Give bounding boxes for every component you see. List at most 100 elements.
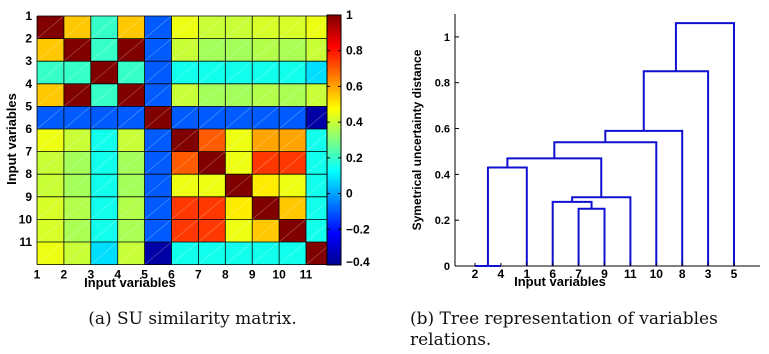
cell-diagonal (171, 128, 199, 152)
cell-diagonal (171, 241, 199, 265)
colorbar-tick-label: 0.4 (346, 115, 363, 129)
dendrogram-leaf-label: 10 (650, 267, 664, 281)
heatmap-x-tick: 6 (168, 268, 175, 282)
heatmap-cell-5-6 (171, 106, 199, 130)
heatmap-cell-8-5 (144, 174, 172, 198)
cell-diagonal (278, 128, 307, 152)
heatmap-cell-10-11 (306, 219, 334, 243)
heatmap-cell-11-1 (37, 242, 65, 265)
heatmap-cell-8-9 (252, 174, 280, 198)
heatmap-cell-5-4 (117, 106, 145, 130)
cell-diagonal (117, 15, 145, 39)
heatmap-cell-10-7 (198, 219, 226, 243)
cell-diagonal (117, 173, 145, 198)
heatmap-cell-2-9 (252, 38, 280, 62)
dendrogram-leaf-label: 8 (679, 267, 686, 281)
cell-diagonal (278, 106, 307, 130)
cell-diagonal (63, 83, 91, 107)
heatmap-cell-5-3 (90, 106, 118, 130)
heatmap-cell-3-1 (37, 61, 65, 85)
heatmap-y-tick: 7 (25, 145, 32, 159)
heatmap-cell-8-4 (117, 174, 145, 198)
cell-diagonal (252, 106, 280, 130)
heatmap-cell-7-4 (117, 151, 145, 175)
heatmap-x-tick: 10 (272, 268, 286, 282)
heatmap-cell-4-1 (37, 83, 65, 107)
cell-diagonal (117, 219, 145, 243)
cell-diagonal (144, 106, 172, 130)
cell-diagonal (36, 106, 65, 130)
heatmap-cell-8-7 (198, 174, 226, 198)
heatmap-cell-8-10 (279, 174, 307, 198)
heatmap-cell-1-1 (37, 16, 65, 39)
heatmap-cell-7-5 (144, 151, 172, 175)
cell-diagonal (90, 38, 118, 62)
cell-diagonal (63, 196, 91, 220)
heatmap-cell-9-1 (37, 196, 65, 220)
dendrogram-leaf-label: 2 (472, 267, 479, 281)
dendrogram-leaf-label: 5 (731, 267, 738, 281)
cell-diagonal (198, 241, 226, 265)
cell-diagonal (63, 151, 91, 175)
heatmap-y-tick: 11 (19, 235, 32, 249)
heatmap-cell-9-2 (63, 196, 92, 220)
dendrogram-link-8 (604, 129, 684, 266)
heatmap-y-tick: 3 (25, 54, 32, 68)
cell-diagonal (252, 196, 280, 220)
cell-diagonal (252, 15, 280, 39)
heatmap-cell-6-2 (63, 129, 92, 152)
dendrogram-y-tick: 0.2 (435, 215, 450, 227)
heatmap-cell-1-7 (198, 16, 226, 39)
heatmap-cell-6-4 (117, 129, 145, 152)
cell-diagonal (36, 83, 65, 107)
cell-diagonal (198, 83, 226, 107)
heatmap-cell-11-6 (171, 242, 199, 265)
dendrogram-y-tick: 0.4 (435, 169, 451, 181)
cell-diagonal (63, 173, 91, 198)
heatmap-cell-9-7 (198, 196, 226, 220)
heatmap-cell-8-11 (306, 174, 334, 198)
heatmap-cell-3-2 (63, 61, 92, 85)
cell-diagonal (90, 83, 118, 107)
cell-diagonal (225, 219, 253, 243)
cell-diagonal (171, 15, 199, 39)
cell-diagonal (225, 173, 253, 198)
cell-diagonal (225, 38, 253, 62)
cell-diagonal (117, 83, 145, 107)
heatmap-y-tick: 10 (19, 212, 33, 226)
cell-diagonal (171, 151, 199, 175)
heatmap-cell-6-5 (144, 129, 172, 152)
heatmap-cell-3-6 (171, 61, 199, 85)
cell-diagonal (36, 60, 65, 85)
cell-diagonal (198, 15, 226, 39)
dendrogram-y-tick: 0 (444, 261, 450, 273)
colorbar-tick-label: 0 (346, 187, 353, 201)
heatmap-cell-2-11 (306, 38, 334, 62)
colorbar-tick-label: −0.2 (346, 222, 370, 236)
dendrogram-link-2 (486, 166, 528, 266)
cell-diagonal (144, 15, 172, 39)
heatmap-x-tick: 9 (249, 268, 256, 282)
heatmap-cell-6-3 (90, 129, 118, 152)
heatmap-cell-2-3 (90, 38, 118, 62)
heatmap-cell-4-7 (198, 83, 226, 107)
cell-diagonal (225, 128, 253, 152)
cell-diagonal (144, 219, 172, 243)
cell-diagonal (252, 151, 280, 175)
heatmap-cell-2-2 (63, 38, 92, 62)
heatmap-cell-9-9 (252, 196, 280, 220)
heatmap-cell-8-1 (37, 174, 65, 198)
cell-diagonal (63, 219, 91, 243)
heatmap-x-tick: 11 (300, 268, 313, 282)
cell-diagonal (144, 151, 172, 175)
cell-diagonal (117, 241, 145, 265)
cell-diagonal (252, 83, 280, 107)
cell-diagonal (36, 15, 65, 39)
heatmap-cell-10-10 (279, 219, 307, 243)
heatmap-x-tick: 4 (114, 268, 121, 282)
heatmap-cell-10-9 (252, 219, 280, 243)
cell-diagonal (63, 106, 91, 130)
heatmap-cell-2-5 (144, 38, 172, 62)
cell-diagonal (63, 60, 91, 85)
heatmap-cell-10-2 (63, 219, 92, 243)
